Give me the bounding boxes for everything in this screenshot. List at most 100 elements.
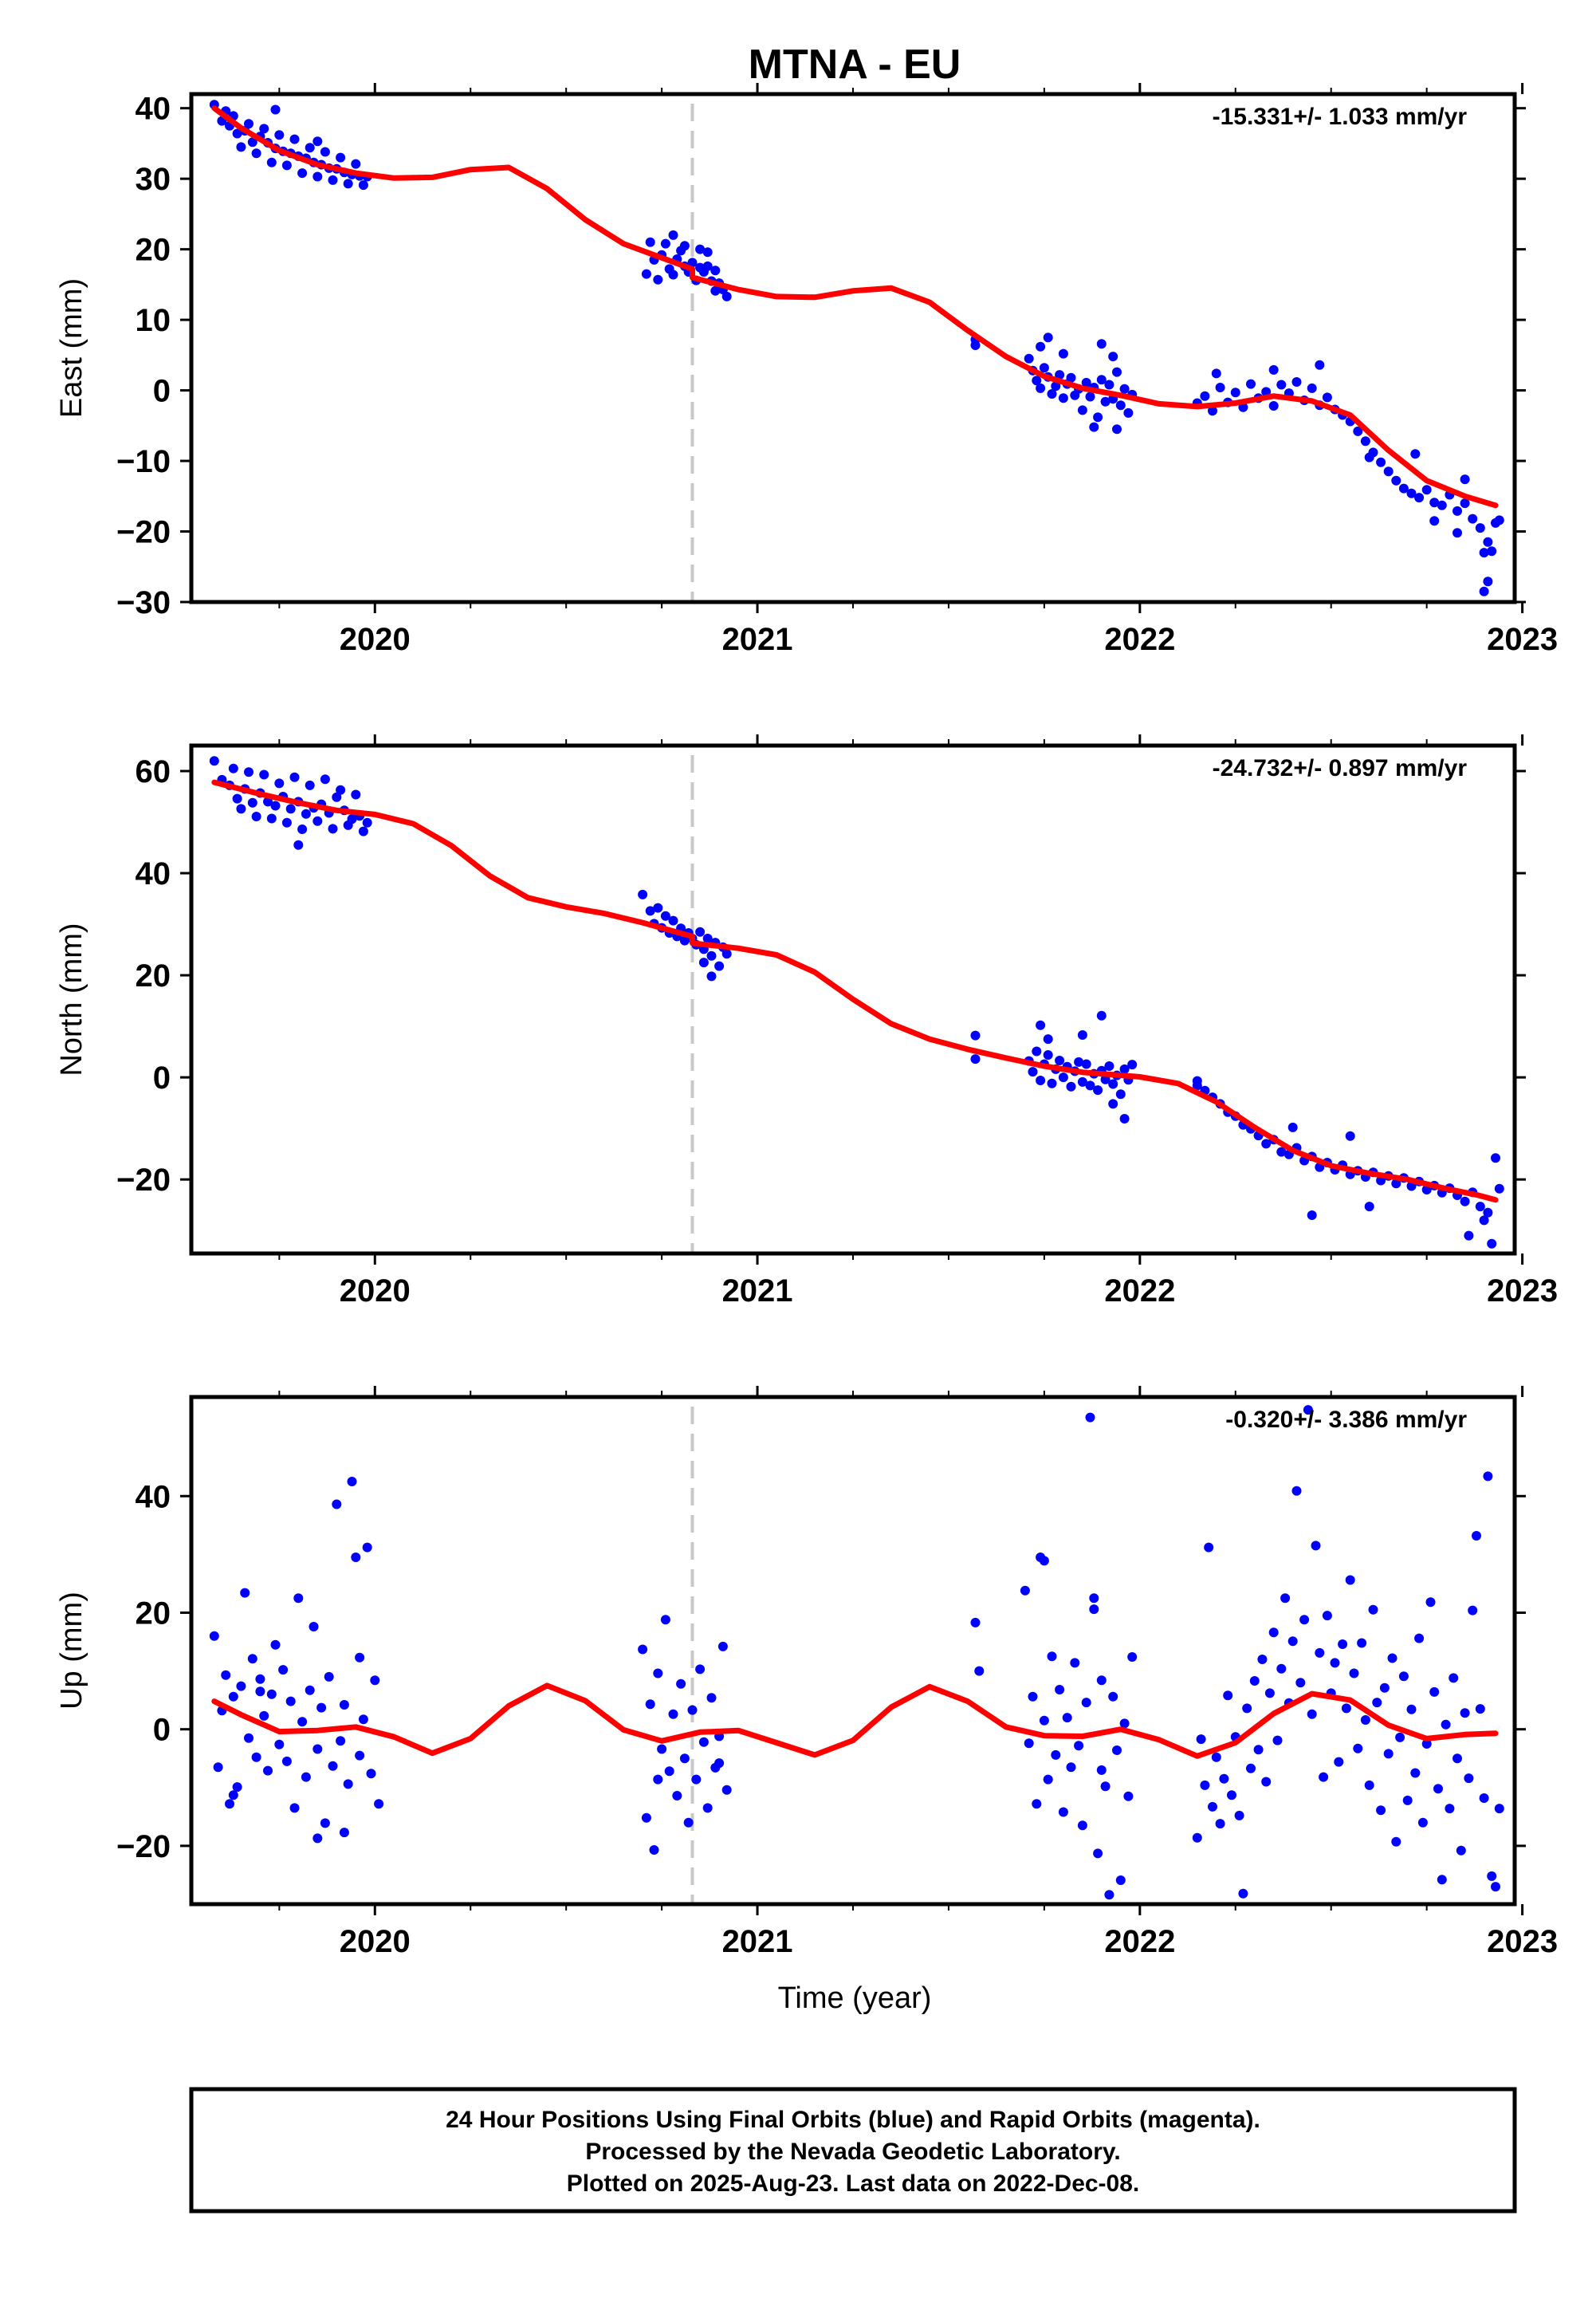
y-tick-label: 0 xyxy=(153,374,171,409)
data-point xyxy=(970,1617,981,1627)
data-point xyxy=(1261,1139,1272,1149)
data-point xyxy=(1491,1153,1500,1163)
data-point xyxy=(1096,375,1107,385)
data-point xyxy=(358,1714,368,1725)
data-point xyxy=(1058,1807,1068,1817)
data-point xyxy=(1024,1738,1034,1749)
data-point xyxy=(706,950,717,961)
data-point xyxy=(687,1705,698,1715)
data-point xyxy=(236,1681,246,1691)
data-point xyxy=(266,157,277,167)
data-point xyxy=(1349,1668,1359,1678)
y-axis-label-north: North (mm) xyxy=(55,923,88,1076)
data-point xyxy=(1391,1179,1401,1189)
x-tick-label: 2022 xyxy=(1104,1924,1175,1959)
data-point xyxy=(1077,1076,1087,1087)
data-point xyxy=(702,934,713,943)
data-point xyxy=(1494,515,1504,525)
data-point xyxy=(1475,1202,1485,1212)
data-point xyxy=(721,291,732,301)
x-tick-label: 2023 xyxy=(1487,1273,1558,1309)
rate-label-east: -15.331+/- 1.033 mm/yr xyxy=(1213,104,1468,130)
data-point xyxy=(653,903,663,913)
data-point xyxy=(1410,449,1421,459)
data-point xyxy=(293,1593,304,1604)
data-point xyxy=(679,935,690,946)
footer-line-1: 24 Hour Positions Using Final Orbits (bl… xyxy=(446,2107,1260,2133)
data-point xyxy=(313,816,323,826)
data-point xyxy=(1066,372,1076,383)
data-point xyxy=(1062,1713,1072,1723)
data-point xyxy=(1368,1604,1378,1615)
data-point xyxy=(1383,1749,1394,1759)
y-tick-label: 30 xyxy=(136,162,171,197)
panel-north: 2020 2021 2022 2023 60 40 20 0 −20 North (mm) -24.… xyxy=(55,734,1558,1309)
data-point xyxy=(301,1772,311,1782)
data-point xyxy=(1372,1698,1382,1708)
data-point xyxy=(297,168,308,179)
data-point xyxy=(1272,1735,1283,1745)
data-point xyxy=(1391,1836,1401,1847)
data-point xyxy=(1364,1202,1374,1212)
data-point xyxy=(1299,1615,1310,1625)
data-point xyxy=(1108,1691,1118,1702)
data-point xyxy=(1360,436,1370,447)
data-point xyxy=(324,1671,334,1682)
data-point xyxy=(645,1699,655,1710)
data-point xyxy=(1123,1791,1134,1801)
data-point xyxy=(1406,1704,1417,1714)
data-point xyxy=(1055,1685,1065,1694)
data-point xyxy=(1315,360,1325,370)
data-point xyxy=(1112,1745,1122,1755)
data-point xyxy=(1460,1196,1470,1206)
data-point xyxy=(1311,1541,1321,1551)
data-point xyxy=(668,270,678,280)
data-point xyxy=(362,1542,372,1553)
data-point xyxy=(645,237,655,247)
data-point xyxy=(970,340,981,350)
data-point xyxy=(1230,388,1240,398)
y-tick-label: −20 xyxy=(116,1163,171,1198)
data-point xyxy=(247,797,257,808)
data-point xyxy=(1456,1845,1466,1856)
panel-east: 2020 2021 2022 2023 40 30 20 10 0 −10 −20 −30 East (… xyxy=(55,83,1558,657)
data-point xyxy=(1246,1763,1256,1773)
data-point xyxy=(221,1670,231,1680)
data-point xyxy=(251,812,261,821)
data-point xyxy=(339,1700,349,1710)
data-point xyxy=(247,137,257,148)
data-point xyxy=(1494,1183,1504,1194)
data-point xyxy=(714,961,725,971)
data-point xyxy=(313,1744,323,1754)
data-point xyxy=(641,1812,651,1823)
data-point xyxy=(1379,1682,1390,1693)
data-point xyxy=(297,1717,308,1727)
data-point xyxy=(343,820,353,830)
data-point xyxy=(1406,488,1417,498)
data-point xyxy=(232,793,242,804)
panel-up: 2020 2021 2022 2023 40 20 0 −20 Up (mm) -0.320+/-… xyxy=(55,1386,1558,1959)
data-point xyxy=(1039,363,1049,373)
data-point xyxy=(1357,1638,1367,1648)
data-point xyxy=(706,971,717,982)
data-point xyxy=(1211,368,1221,379)
data-point xyxy=(328,824,338,834)
data-point xyxy=(1020,1585,1030,1596)
data-point xyxy=(1429,498,1440,508)
data-point xyxy=(320,147,330,157)
data-point xyxy=(1058,348,1068,359)
data-point xyxy=(1043,1050,1053,1060)
data-point xyxy=(247,1654,257,1664)
data-point xyxy=(1093,1848,1103,1859)
data-point xyxy=(293,840,304,850)
data-point xyxy=(289,772,300,782)
data-point xyxy=(1108,352,1118,362)
data-point xyxy=(1108,1099,1118,1109)
data-point xyxy=(714,1758,725,1769)
fit-line-east xyxy=(211,105,1499,509)
data-point xyxy=(1234,1810,1244,1820)
data-point xyxy=(974,1666,985,1676)
data-point xyxy=(1032,376,1042,386)
data-point xyxy=(641,269,651,279)
data-point xyxy=(274,1739,285,1749)
